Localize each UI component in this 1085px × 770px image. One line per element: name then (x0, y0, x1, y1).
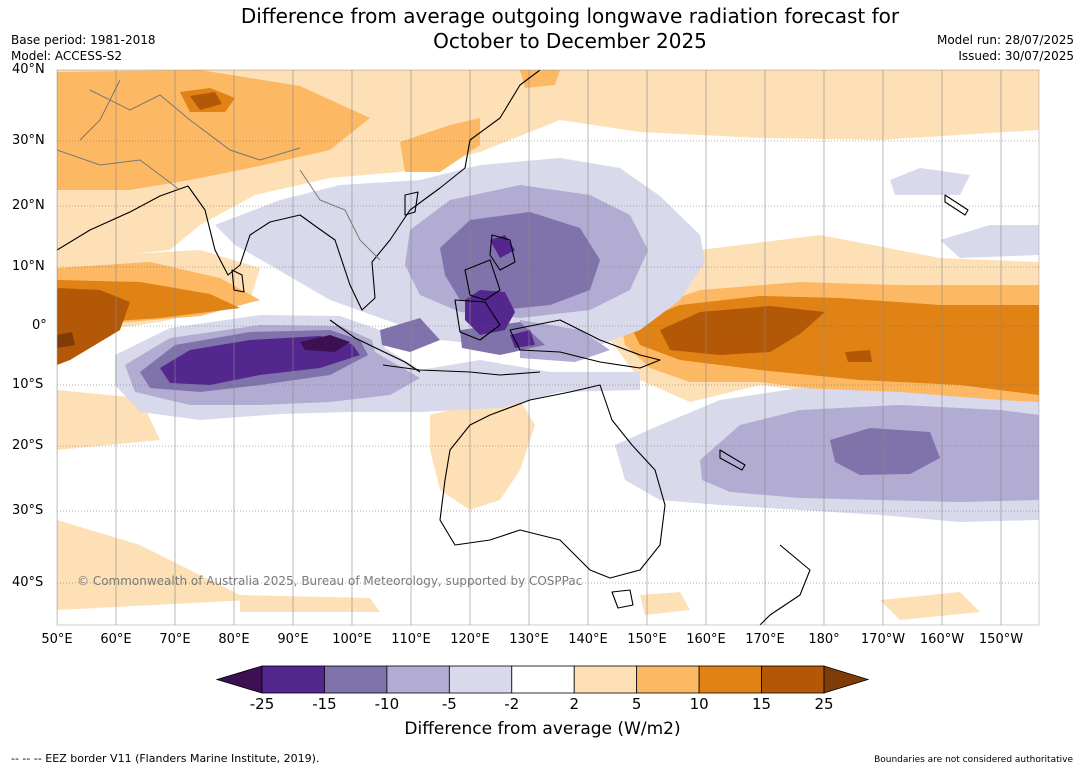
meridians (57, 70, 1002, 625)
map-title: Difference from average outgoing longwav… (170, 4, 970, 54)
lon-label-50e: 50°E (41, 632, 73, 647)
base-period: Base period: 1981-2018 (11, 33, 156, 47)
colorbar-extension-high (823, 665, 870, 694)
lat-label-30s: 30°S (12, 503, 44, 518)
lon-label-130e: 130°E (509, 632, 549, 647)
anomaly-negative-extreme (300, 335, 350, 352)
colorbar-box (511, 665, 575, 694)
lon-label-180: 180° (808, 632, 840, 647)
lat-label-40n: 40°N (12, 62, 45, 77)
colorbar-extension-low (215, 665, 263, 694)
colorbar-tick-label: 25 (814, 695, 834, 713)
anomaly-positive-extreme (57, 332, 75, 348)
lon-label-100e: 100°E (332, 632, 372, 647)
model-run: Model run: 28/07/2025 (936, 33, 1074, 47)
lon-label-140e: 140°E (568, 632, 608, 647)
lat-label-10n: 10°N (12, 259, 45, 274)
copyright-notice: © Commonwealth of Australia 2025, Bureau… (77, 574, 583, 588)
lon-label-80e: 80°E (218, 632, 250, 647)
lat-label-20s: 20°S (12, 438, 44, 453)
map-plot-area (57, 70, 1039, 625)
colorbar-box (698, 665, 762, 694)
colorbar-tick-label: -15 (312, 695, 337, 713)
colorbar-tick-label: 2 (569, 695, 579, 713)
colorbar-tick-label: -5 (441, 695, 457, 713)
country-borders (57, 79, 381, 261)
issued-date: Issued: 30/07/2025 (958, 49, 1074, 63)
colorbar-box (636, 665, 700, 694)
colorbar-tick-label: -10 (374, 695, 400, 713)
eez-border-note: -- -- -- EEZ border V11 (Flanders Marine… (11, 752, 320, 765)
map-frame (56, 69, 1040, 626)
colorbar (215, 665, 870, 694)
lon-label-150w: 150°W (978, 632, 1024, 647)
colorbar-box (448, 665, 513, 694)
lon-label-170e: 170°E (745, 632, 785, 647)
colorbar-box (261, 665, 325, 694)
anomaly-positive-very-strong (57, 92, 872, 365)
lat-label-40s: 40°S (12, 575, 44, 590)
title-line-2: October to December 2025 (433, 29, 707, 53)
lon-label-120e: 120°E (450, 632, 490, 647)
colorbar-tick-label: 5 (631, 695, 642, 713)
colorbar-box (324, 665, 388, 694)
boundaries-disclaimer: Boundaries are not considered authoritat… (874, 755, 1073, 765)
lat-label-20n: 20°N (12, 198, 45, 213)
colorbar-box (761, 665, 825, 694)
lon-label-160e: 160°E (686, 632, 726, 647)
lat-label-equator: 0° (32, 318, 47, 333)
lat-label-10s: 10°S (12, 377, 44, 392)
colorbar-tick-label: -2 (504, 695, 520, 713)
lon-label-160w: 160°W (919, 632, 965, 647)
colorbar-label: Difference from average (W/m2) (404, 719, 681, 739)
title-line-1: Difference from average outgoing longwav… (240, 4, 900, 28)
meta-right: Model run: 28/07/2025 Issued: 30/07/2025 (937, 32, 1074, 64)
lon-label-170w: 170°W (860, 632, 906, 647)
lon-label-60e: 60°E (100, 632, 132, 647)
colorbar-tick-label: 15 (752, 695, 772, 713)
model-name: Model: ACCESS-S2 (11, 49, 123, 63)
lat-label-30n: 30°N (12, 133, 45, 148)
lon-label-90e: 90°E (277, 632, 309, 647)
lon-label-110e: 110°E (391, 632, 431, 647)
lon-label-150e: 150°E (627, 632, 667, 647)
colorbar-box (573, 665, 638, 694)
meta-left: Base period: 1981-2018 Model: ACCESS-S2 (11, 32, 156, 64)
coastlines (57, 70, 969, 625)
colorbar-tick-label: 10 (689, 695, 709, 713)
lon-label-70e: 70°E (159, 632, 191, 647)
colorbar-tick-label: -25 (249, 695, 275, 713)
colorbar-box (386, 665, 450, 694)
